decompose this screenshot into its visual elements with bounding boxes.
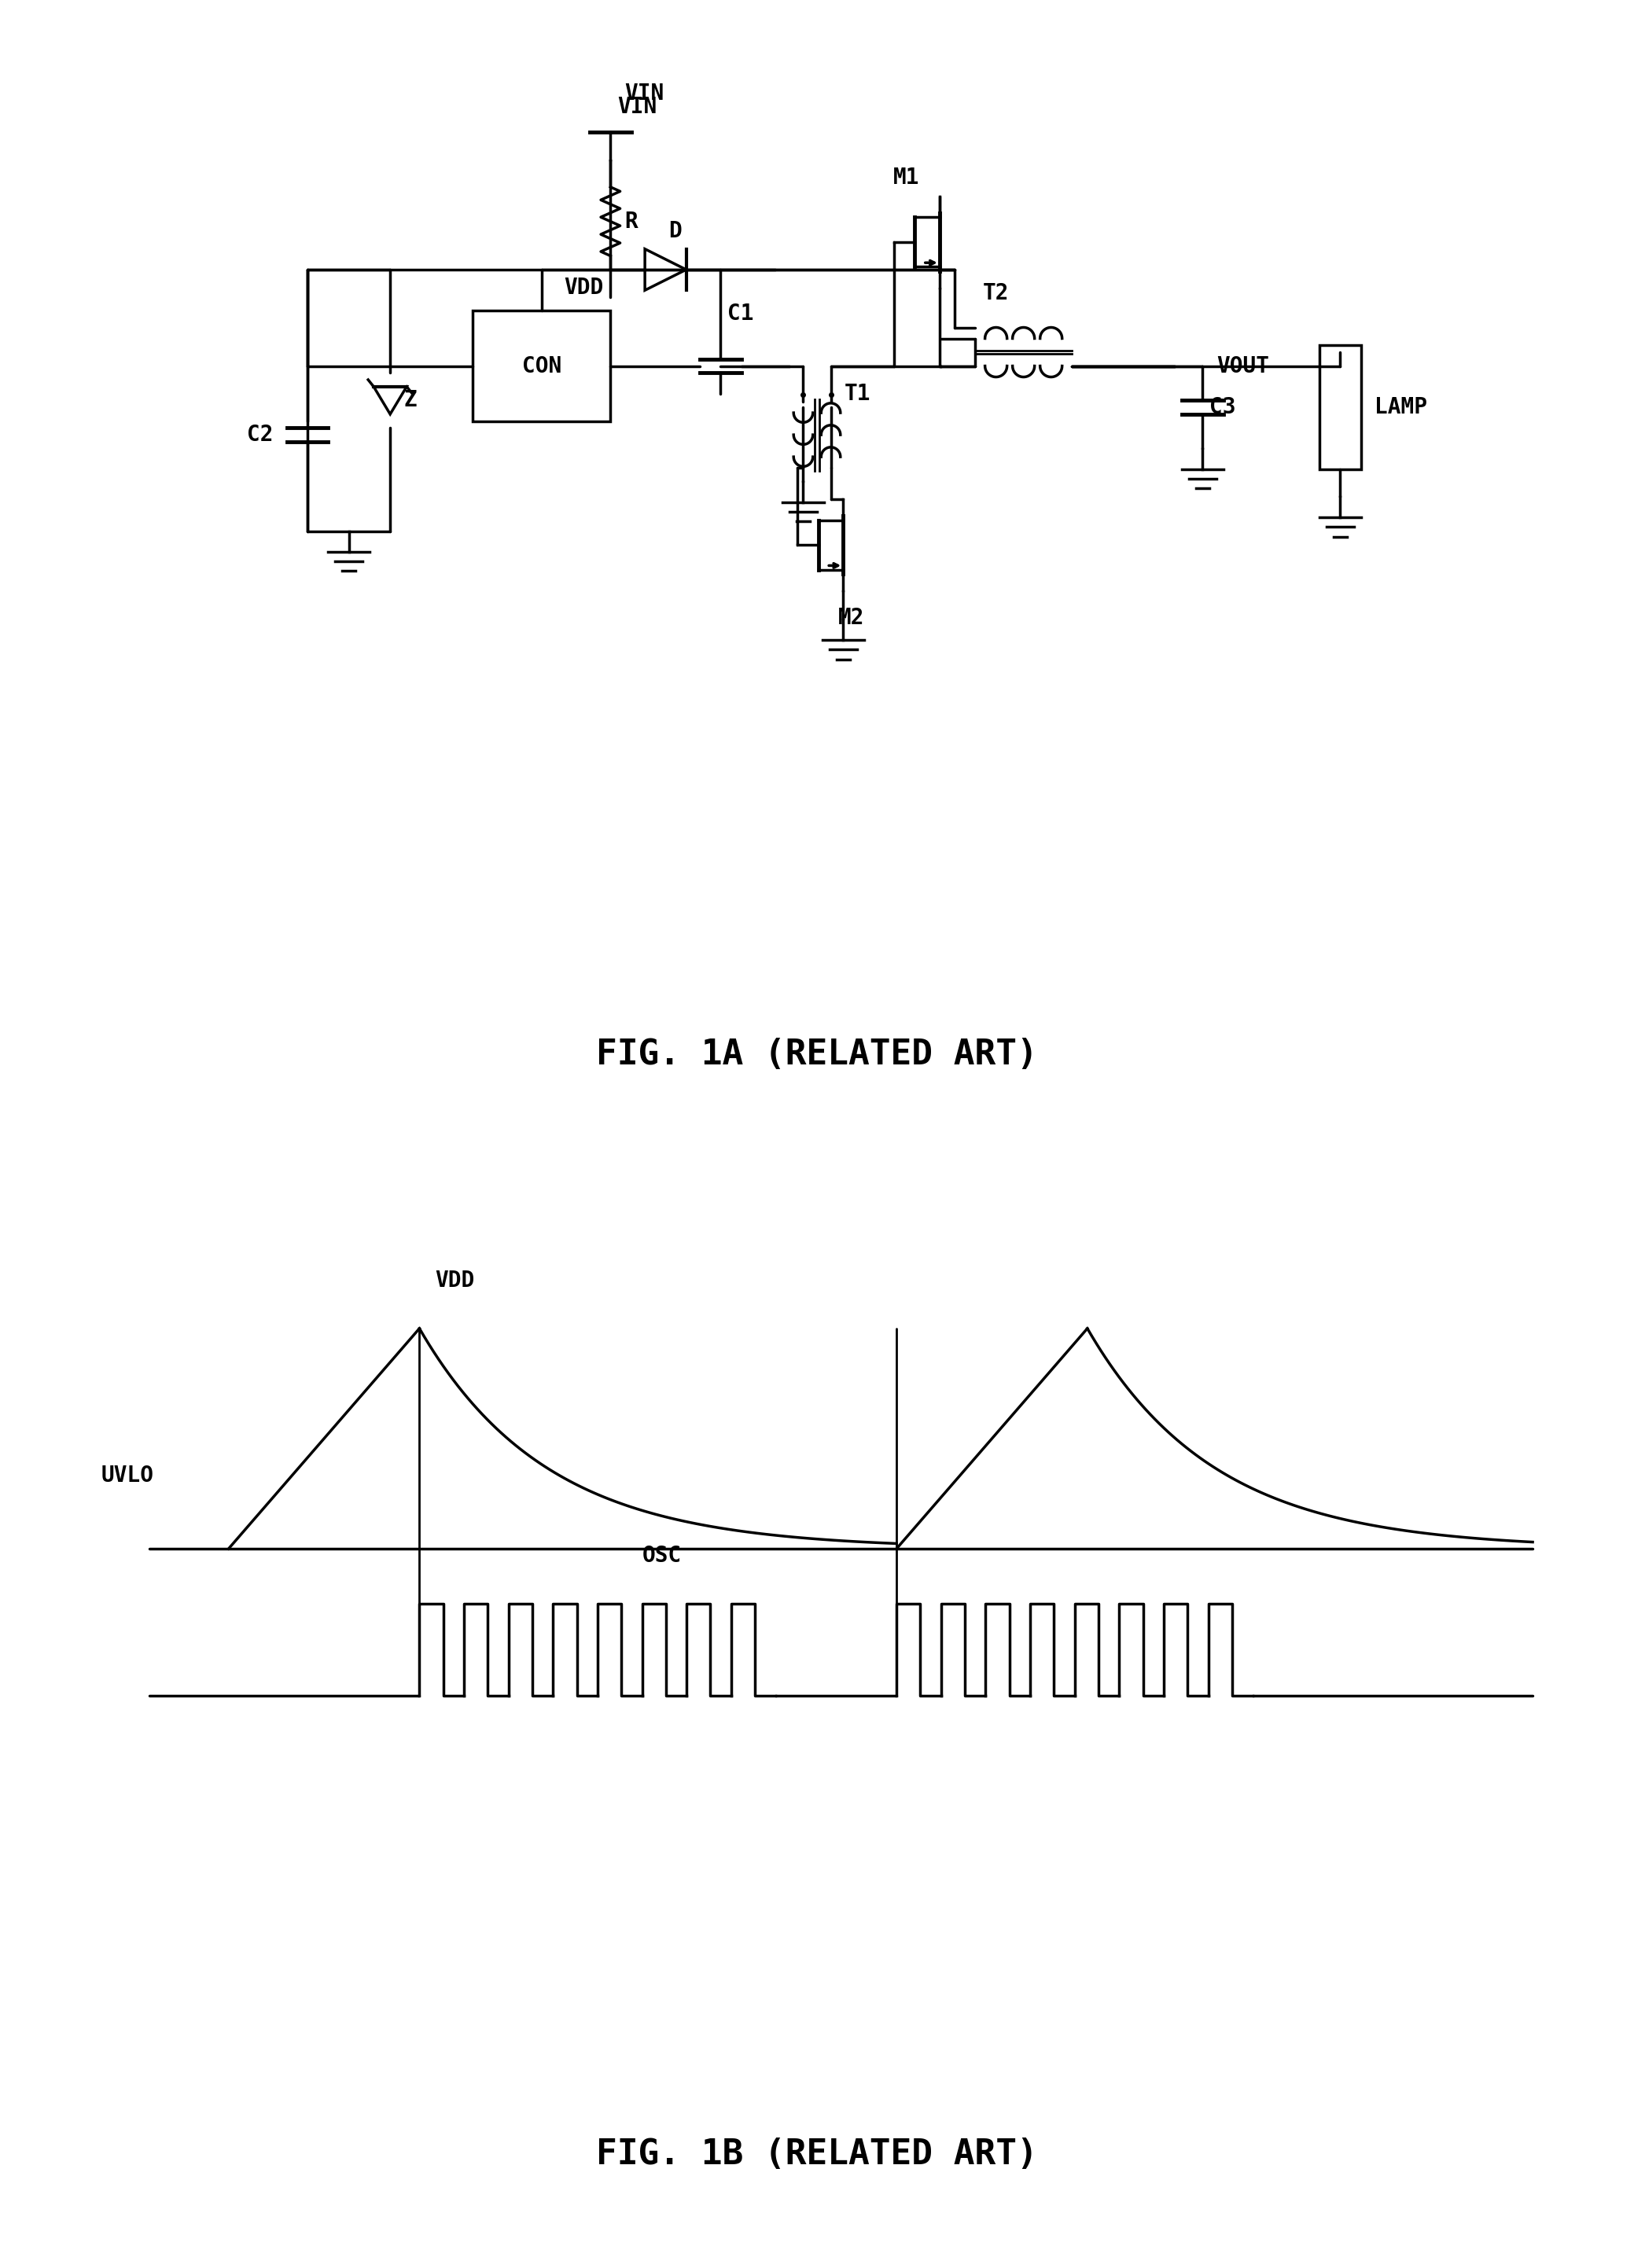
Text: OSC: OSC [642,1545,681,1567]
Text: VDD: VDD [435,1270,475,1293]
Text: UVLO: UVLO [101,1465,154,1486]
Text: D: D [668,220,681,243]
Text: VOUT: VOUT [1216,356,1270,376]
Text: C3: C3 [1209,397,1235,417]
Bar [472,311,611,422]
Text: VIN: VIN [618,95,657,118]
Text: VDD: VDD [564,277,603,299]
Text: FIG. 1A (RELATED ART): FIG. 1A (RELATED ART) [596,1036,1038,1070]
Text: VIN: VIN [624,82,663,104]
Text: LAMP: LAMP [1374,397,1428,417]
Text: R: R [624,211,637,231]
Text: M1: M1 [894,166,920,188]
Text: Z: Z [404,390,417,411]
Text: T1: T1 [845,383,871,404]
Bar [1320,345,1361,469]
Text: C2: C2 [247,424,273,447]
Text: CON: CON [521,356,562,376]
Text: M2: M2 [838,608,864,628]
Text: FIG. 1B (RELATED ART): FIG. 1B (RELATED ART) [596,2136,1038,2170]
Text: T2: T2 [982,281,1010,304]
Text: C1: C1 [727,302,753,324]
